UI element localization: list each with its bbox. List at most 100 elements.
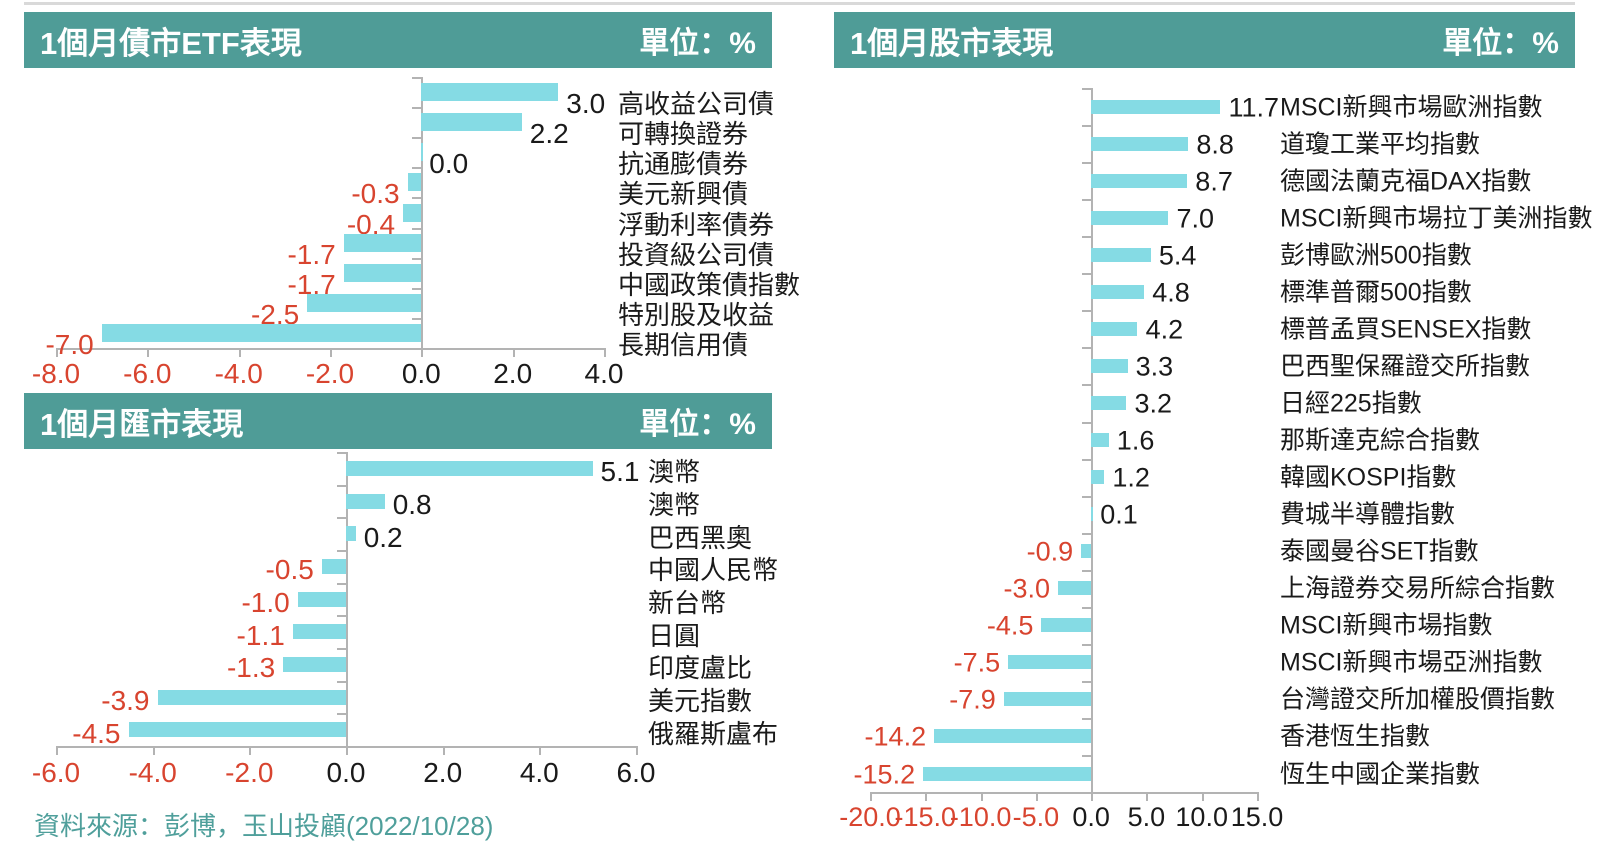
category-label: 恆生中國企業指數 — [1280, 760, 1481, 788]
value-label: -0.4 — [346, 208, 396, 240]
x-axis-tick-mark — [56, 348, 58, 357]
x-axis-tick-mark — [147, 348, 150, 357]
stock-chart-header: 1個月股市表現 單位：% — [834, 12, 1575, 68]
axis-tick-label: -5.0 — [1012, 802, 1060, 832]
fx-chart-title: 1個月匯市表現 — [40, 406, 244, 442]
bar — [1091, 210, 1169, 225]
category-label: 澳幣 — [648, 490, 701, 520]
stock-chart-panel: 1個月股市表現 單位：% -20.0 -15.0 -10.0 -5.0 0.0 5.0 10… — [834, 12, 1593, 843]
category-label: MSCI新興市場指數 — [1280, 611, 1493, 640]
category-label: 韓國KOSPI指數 — [1280, 463, 1457, 492]
category-label: 巴西黑奧 — [648, 522, 753, 553]
category-tick-mark — [412, 227, 422, 230]
bar — [1091, 136, 1189, 151]
value-label: 11.7 — [1228, 92, 1280, 122]
x-axis-tick-mark — [1146, 792, 1149, 801]
bond-etf-chart-unit: 單位：% — [639, 27, 756, 60]
bar — [1091, 99, 1221, 114]
axis-tick-label: 5.0 — [1127, 802, 1166, 832]
category-label: 那斯達克綜合指數 — [1280, 426, 1481, 455]
category-tick-mark — [1082, 421, 1092, 424]
category-tick-mark — [412, 317, 422, 320]
axis-tick-label: 4.0 — [584, 358, 624, 389]
x-axis-tick-mark — [1257, 792, 1259, 801]
bar — [407, 173, 422, 192]
bar — [923, 766, 1092, 781]
top-divider-rule — [24, 2, 1575, 5]
category-label: 台灣證交所加權股價指數 — [1280, 685, 1556, 714]
zero-axis-line — [421, 77, 424, 348]
category-tick-mark — [1082, 680, 1092, 683]
category-tick-mark — [412, 137, 422, 140]
value-label: -2.5 — [250, 298, 300, 330]
category-tick-mark — [337, 582, 346, 585]
bar — [421, 83, 559, 102]
value-label: -0.5 — [265, 554, 314, 586]
fx-chart-plot: -6.0 -4.0 -2.0 0.0 2.0 4.0 6.0 5.1 澳幣 0.8 澳幣 0.2 巴西黑… — [24, 449, 778, 796]
bar — [1091, 321, 1138, 336]
category-tick-mark — [412, 167, 422, 170]
fx-chart-panel: 1個月匯市表現 單位：% -6.0 -4.0 -2.0 0.0 2.0 4.0 6.0 5.1… — [24, 393, 778, 796]
bar — [934, 729, 1092, 744]
value-label: 7.0 — [1176, 203, 1215, 234]
category-tick-mark — [412, 287, 422, 290]
x-axis-line — [870, 792, 1257, 794]
value-label: -4.5 — [72, 717, 121, 749]
category-label: 標普孟買SENSEX指數 — [1280, 315, 1532, 344]
category-label: 日圓 — [648, 620, 701, 651]
x-axis-tick-mark — [238, 348, 241, 357]
category-tick-mark — [1082, 532, 1092, 535]
axis-tick-label: 4.0 — [519, 757, 559, 788]
bar — [1058, 581, 1092, 596]
category-label: 香港恆生指數 — [1280, 722, 1431, 751]
category-label: 高收益公司債 — [618, 89, 775, 120]
bar — [292, 624, 346, 640]
bar — [421, 143, 424, 162]
bond-etf-chart-header: 1個月債市ETF表現 單位：% — [24, 12, 772, 68]
category-label: 新台幣 — [648, 588, 727, 618]
category-label: 泰國曼谷SET指數 — [1280, 537, 1479, 566]
category-label: 美元指數 — [648, 686, 753, 716]
axis-tick-label: -6.0 — [123, 358, 172, 389]
value-label: -1.0 — [241, 587, 290, 618]
value-label: -1.7 — [287, 238, 336, 270]
value-label: 1.2 — [1112, 462, 1150, 493]
bar — [297, 591, 346, 607]
value-label: 2.2 — [529, 118, 569, 150]
x-axis-tick-mark — [925, 792, 928, 801]
category-label: 上海證券交易所綜合指數 — [1280, 574, 1556, 603]
category-label: MSCI新興市場歐洲指數 — [1280, 93, 1543, 121]
value-label: 0.2 — [363, 521, 403, 553]
x-axis-tick-mark — [152, 746, 155, 755]
bar — [1091, 433, 1109, 447]
x-axis-tick-mark — [1091, 792, 1094, 801]
value-label: -15.2 — [853, 759, 916, 789]
bar — [1091, 247, 1151, 262]
value-label: 0.8 — [392, 489, 432, 520]
value-label: 4.2 — [1145, 314, 1184, 345]
bar — [1081, 544, 1092, 559]
bar — [101, 323, 422, 342]
x-axis-tick-mark — [249, 746, 252, 755]
bar — [346, 493, 385, 509]
x-axis-tick-mark — [1201, 792, 1204, 801]
category-label: 印度盧比 — [648, 653, 753, 684]
category-tick-mark — [1082, 162, 1092, 165]
axis-tick-label: 15.0 — [1230, 802, 1284, 832]
category-tick-mark — [337, 615, 346, 618]
stock-chart-title: 1個月股市表現 — [850, 25, 1054, 61]
category-label: 中國人民幣 — [648, 555, 779, 586]
category-label: 特別股及收益 — [618, 299, 775, 330]
category-label: 長期信用債 — [618, 329, 749, 360]
category-tick-mark — [1082, 495, 1092, 498]
bar — [343, 233, 422, 252]
category-tick-mark — [337, 680, 346, 683]
axis-tick-label: -8.0 — [31, 358, 81, 389]
bond-etf-chart-plot: -8.0 -6.0 -4.0 -2.0 0.0 2.0 4.0 3.0 高收益公司債 2.2 可轉換… — [24, 68, 800, 400]
axis-tick-label: -2.0 — [305, 358, 355, 389]
category-tick-mark — [1082, 347, 1092, 350]
bar — [403, 203, 422, 222]
x-axis-tick-mark — [1035, 792, 1038, 801]
stock-chart-plot: -20.0 -15.0 -10.0 -5.0 0.0 5.0 10.0 15.0 11.7 MSC… — [834, 68, 1593, 843]
category-tick-mark — [412, 107, 422, 110]
